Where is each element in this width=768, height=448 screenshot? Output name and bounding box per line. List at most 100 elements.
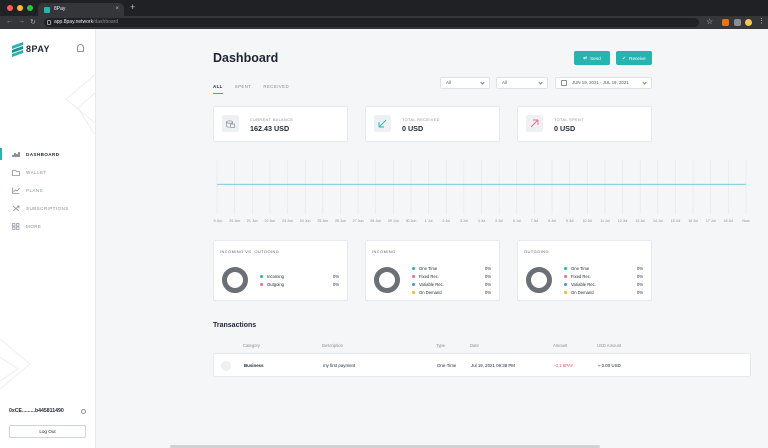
window-controls[interactable] [7,5,33,11]
chevron-down-icon [480,80,485,85]
maximize-window-button[interactable] [27,5,33,11]
stat-value: 0 USD [402,124,424,133]
sidebar-item-wallet[interactable]: WALLET [0,163,96,181]
refresh-cross-icon [12,205,20,212]
tab-all[interactable]: ALL [213,84,223,94]
stat-label: TOTAL SPENT [554,118,584,122]
browser-toolbar: ← → ↻ app.8pay.network/dashboard ☆ ⋮ [0,16,768,29]
x-tick-label: 12 Jul [618,219,628,223]
x-tick-label: 26 Jun [335,219,346,223]
legend-label: Incoming [267,274,284,279]
url-host: app.8pay.network [54,19,94,25]
8pay-logo-icon [12,41,23,58]
close-window-button[interactable] [7,5,13,11]
receive-icon: ↙ [622,55,627,60]
profile-avatar-icon[interactable] [745,19,752,26]
breakdown-card-outgoing: OUTGOING One Time 0% Fixed Rec. 0% Variabl… [517,240,652,301]
tx-usd-amount: ≈ 0.00 USD [598,363,621,368]
sidebar-item-plans[interactable]: PLANS [0,181,96,199]
x-tick-label: 30 Jun [406,219,417,223]
horizontal-scrollbar[interactable] [170,445,600,448]
x-tick-label: 18 Jul [724,219,734,223]
stat-label: TOTAL RECEIVED [402,118,440,122]
x-tick-label: 1 Jul [425,219,433,223]
x-tick-label: 20 Jun [229,219,240,223]
date-range-picker[interactable]: JUN 19, 2021 - JUL 19, 2021 [555,77,652,89]
x-tick-label: 29 Jun [388,219,399,223]
main-content: Dashboard ⇄ Send ↙ Receive ALL SPENT REC… [96,29,768,448]
filter-select-1-value: All [446,80,451,85]
legend-label: One Time [571,266,590,271]
logout-button[interactable]: Log Out [9,425,86,438]
legend-item: One Time 0% [564,266,643,271]
tx-description: my first payment [323,363,356,368]
activity-line-chart: 19 Jun 20 Jun 21 Jun 22 Jun 23 Jun 24 Jun 25 J… [213,160,750,223]
x-tick-label: 19 Jun [213,219,222,223]
date-range-value: JUN 19, 2021 - JUL 19, 2021 [572,80,629,85]
tab-spent[interactable]: SPENT [234,84,252,89]
legend-dot [564,275,567,279]
received-arrow-icon [374,115,391,132]
legend-value: 0% [333,274,340,279]
legend-item: Variable Rec. 0% [564,282,643,287]
tab-received[interactable]: RECEIVED [263,84,290,89]
copy-address-icon[interactable] [81,409,86,414]
x-tick-label: 10 Jul [583,219,593,223]
table-row[interactable]: Business my first payment One-Time Jul 1… [213,353,751,377]
filter-select-2[interactable]: All [496,77,548,89]
notification-bell-icon[interactable] [77,44,84,52]
legend-label: Outgoing [267,282,284,287]
x-tick-label: 4 Jul [478,219,486,223]
metamask-extension-icon[interactable] [722,19,729,26]
x-tick-label: 15 Jul [671,219,681,223]
spent-arrow-icon [526,115,543,132]
legend-value: 0% [485,290,492,295]
wallet-address: 0xCE.........b445811490 [9,408,64,414]
breakdown-title: INCOMING [372,249,396,254]
close-tab-icon[interactable]: × [115,6,119,12]
bookmark-star-icon[interactable]: ☆ [706,17,714,26]
address-bar[interactable]: app.8pay.network/dashboard [44,18,699,27]
stat-card-spent: TOTAL SPENT 0 USD [517,106,652,142]
decorative-lines [65,74,96,137]
new-tab-button[interactable]: + [130,2,136,12]
sidebar: 8PAY DASHBOARD WALLET PLANS SUBSCRIPTION… [0,29,96,448]
x-tick-label: 22 Jun [265,219,276,223]
brand-logo[interactable]: 8PAY [12,41,50,58]
forward-button[interactable]: → [18,18,25,25]
sidebar-item-subscriptions[interactable]: SUBSCRIPTIONS [0,199,96,217]
sidebar-item-dashboard[interactable]: DASHBOARD [0,145,96,163]
send-button[interactable]: ⇄ Send [574,51,610,65]
column-header-usd-amount: USD Amount [597,343,622,348]
legend-dot [412,291,415,295]
column-header-amount: Amount [553,343,568,348]
x-tick-label: 11 Jul [600,219,610,223]
browser-menu-icon[interactable]: ⋮ [758,18,765,25]
legend-value: 0% [333,282,340,287]
briefcase-icon [221,361,231,371]
donut-chart [374,267,400,293]
breakdown-card-incoming-vs-outgoing: INCOMING VS. OUTGOING Incoming 0% Outgoin… [213,240,348,301]
minimize-window-button[interactable] [17,5,23,11]
receive-button[interactable]: ↙ Receive [616,51,652,65]
column-header-category: Category [243,343,260,348]
legend-label: On Demand [419,290,442,295]
column-header-description: Description [322,343,343,348]
extensions-puzzle-icon[interactable] [734,19,741,26]
sidebar-item-label: DASHBOARD [26,151,60,157]
back-button[interactable]: ← [6,18,13,25]
reload-button[interactable]: ↻ [30,19,36,26]
sidebar-item-label: WALLET [26,169,47,175]
legend-value: 0% [485,282,492,287]
legend-label: On Demand [571,290,594,295]
chevron-down-icon [642,80,647,85]
filter-select-1[interactable]: All [440,77,490,89]
legend-dot [260,283,263,287]
breakdown-title: INCOMING VS. OUTGOING [220,249,280,254]
x-tick-label: 8 Jul [548,219,556,223]
browser-tab[interactable]: 8Pay × [38,3,124,16]
column-header-date: Date [470,343,479,348]
x-tick-label: 7 Jul [531,219,539,223]
legend-label: Variable Rec. [571,282,596,287]
sidebar-item-more[interactable]: MORE [0,217,96,235]
